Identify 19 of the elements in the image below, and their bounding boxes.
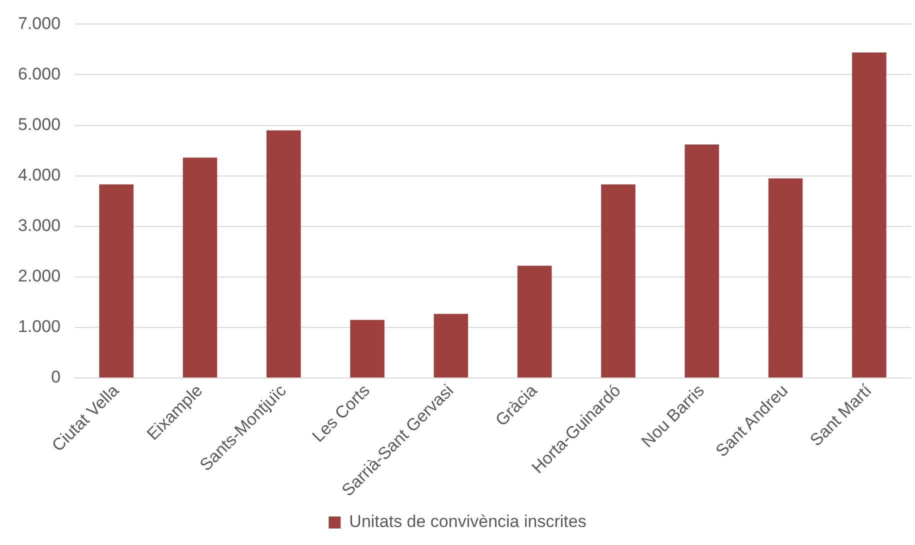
bar	[601, 184, 636, 378]
legend-label: Unitats de convivència inscrites	[349, 512, 586, 532]
bar	[768, 178, 803, 378]
y-tick-label: 2.000	[18, 266, 61, 286]
bar	[434, 314, 468, 378]
bar	[517, 266, 552, 378]
y-tick-label: 5.000	[18, 114, 61, 134]
bar	[266, 130, 301, 378]
bar	[99, 184, 134, 378]
y-tick-label: 7.000	[18, 14, 61, 33]
bar	[350, 320, 384, 378]
y-tick-label: 1.000	[18, 317, 61, 336]
y-tick-label: 4.000	[18, 166, 61, 185]
y-tick-label: 3.000	[18, 216, 61, 236]
bar	[182, 158, 218, 378]
bar	[684, 144, 720, 378]
bar	[852, 52, 886, 378]
y-tick-label: 0	[51, 368, 61, 387]
y-tick-label: 6.000	[18, 64, 61, 84]
